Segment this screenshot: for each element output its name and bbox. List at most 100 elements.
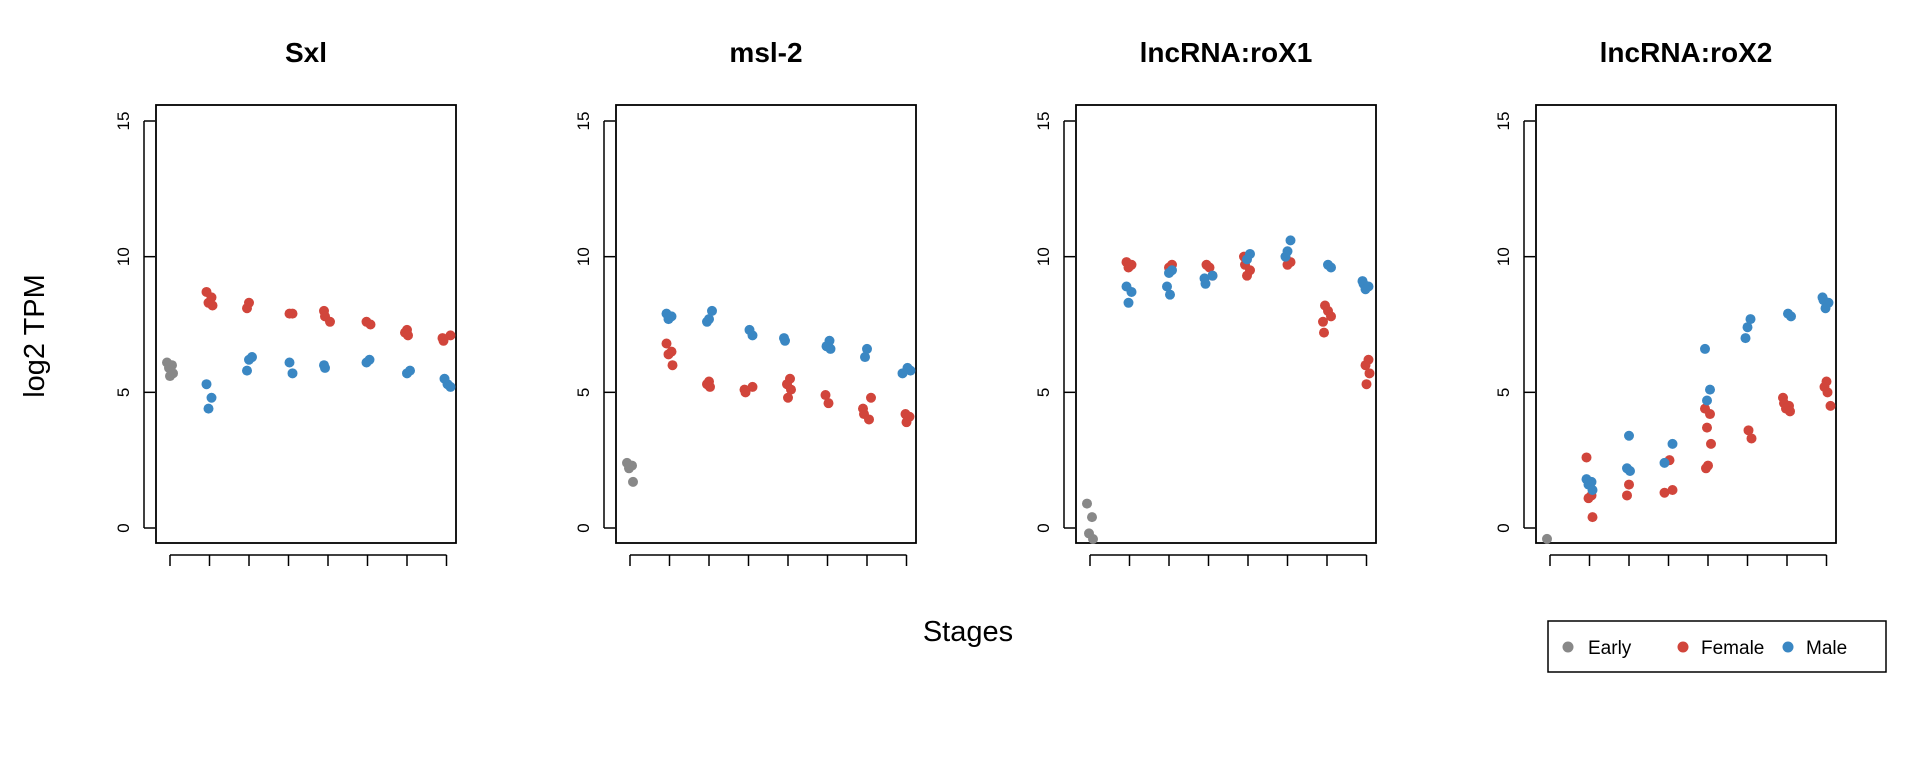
data-point-male [201,379,212,390]
data-point-female [287,308,298,319]
legend-label-early: Early [1588,638,1632,659]
data-point-male [905,365,916,376]
panel-title: lncRNA:roX2 [1600,37,1773,68]
y-tick-label: 10 [1034,247,1053,266]
y-tick-label: 10 [574,247,593,266]
data-point-male [1126,286,1137,297]
y-tick-label: 10 [114,247,133,266]
data-point-male [825,343,836,354]
data-point-female [1705,409,1715,420]
data-point-female [1242,270,1252,281]
data-point-male [1624,430,1634,441]
data-point-male [780,335,790,346]
data-point-male [1742,322,1753,333]
y-tick-label: 5 [114,388,133,397]
y-tick-label: 5 [574,388,593,397]
data-point-male [203,403,214,414]
data-point-male [402,368,412,379]
y-tick-label: 0 [114,523,133,532]
data-point-male [1667,438,1678,449]
data-point-male [1280,251,1291,262]
data-point-early [1082,498,1092,509]
y-tick-label: 15 [574,112,593,131]
plot-frame [1075,104,1377,544]
panel-title: msl-2 [729,37,802,68]
y-tick-label: 5 [1034,388,1053,397]
data-point-male [1207,270,1218,281]
data-point-female [1360,360,1371,371]
data-point-male [1786,311,1796,322]
data-point-female [1785,406,1795,417]
data-point-male [445,381,456,392]
data-point-male [1587,485,1598,496]
y-tick-label: 15 [114,112,133,131]
legend-marker-female [1677,641,1689,653]
data-point-male [702,316,712,327]
data-point-male [897,368,908,379]
data-point-female [661,338,672,349]
data-point-male [1165,289,1175,300]
data-point-male [361,357,372,368]
data-point-female [1123,262,1134,273]
data-point-male [860,352,870,363]
x-axis-title: Stages [923,616,1013,648]
y-tick-label: 0 [574,523,593,532]
y-tick-label: 0 [1034,523,1053,532]
plot-frame [155,104,457,544]
data-point-female [1587,512,1598,523]
data-point-male [1820,303,1831,314]
legend-label-male: Male [1806,638,1847,659]
panel-title: Sxl [285,37,327,68]
data-point-female [786,384,796,395]
data-point-male [1745,314,1756,325]
data-point-female [1583,493,1594,504]
data-point-female [740,387,751,398]
data-point-male [287,368,298,379]
data-point-female [445,330,456,341]
data-point-early [1542,533,1552,544]
legend-label-female: Female [1701,638,1764,659]
data-point-female [438,335,449,346]
data-point-early [624,463,634,474]
data-point-male [1702,395,1712,406]
data-point-female [1743,425,1754,436]
data-point-female [1204,262,1215,273]
data-point-male [1360,284,1371,295]
data-point-early [1087,512,1097,523]
data-point-male [242,365,252,376]
y-tick-label: 15 [1494,112,1513,131]
data-point-male [1705,384,1715,395]
legend-marker-early [1562,641,1574,653]
data-point-female [1702,422,1712,433]
data-point-female [1825,400,1836,411]
data-point-female [705,381,715,392]
data-point-male [1625,466,1635,477]
plot-frame [615,104,917,544]
data-point-male [1740,333,1751,344]
data-point-female [1822,387,1833,398]
y-tick-label: 0 [1494,523,1513,532]
data-point-female [1282,259,1293,270]
panels: Sxl 0 5 10 15 msl-2 0 5 10 15 lncRNA:roX1 0 5 10 15 lnc… [114,37,1837,566]
data-point-female [1706,438,1716,449]
data-point-female [866,392,876,403]
data-point-female [783,392,793,403]
data-point-female [1667,485,1678,496]
data-point-male [707,305,717,316]
data-point-male [862,343,872,354]
data-point-female [667,360,678,371]
data-point-female [1622,490,1632,501]
panel-title: lncRNA:roX1 [1140,37,1313,68]
data-point-male [284,357,295,368]
data-point-female [1364,368,1375,379]
legend-box [1547,620,1887,673]
data-point-female [663,349,674,360]
data-point-female [1319,327,1329,338]
data-point-female [207,300,218,311]
panel-3: lncRNA:roX1 0 5 10 15 [1034,37,1377,566]
data-point-female [1361,379,1372,390]
y-tick-label: 5 [1494,388,1513,397]
data-point-female [1701,463,1711,474]
data-point-female [325,316,335,327]
